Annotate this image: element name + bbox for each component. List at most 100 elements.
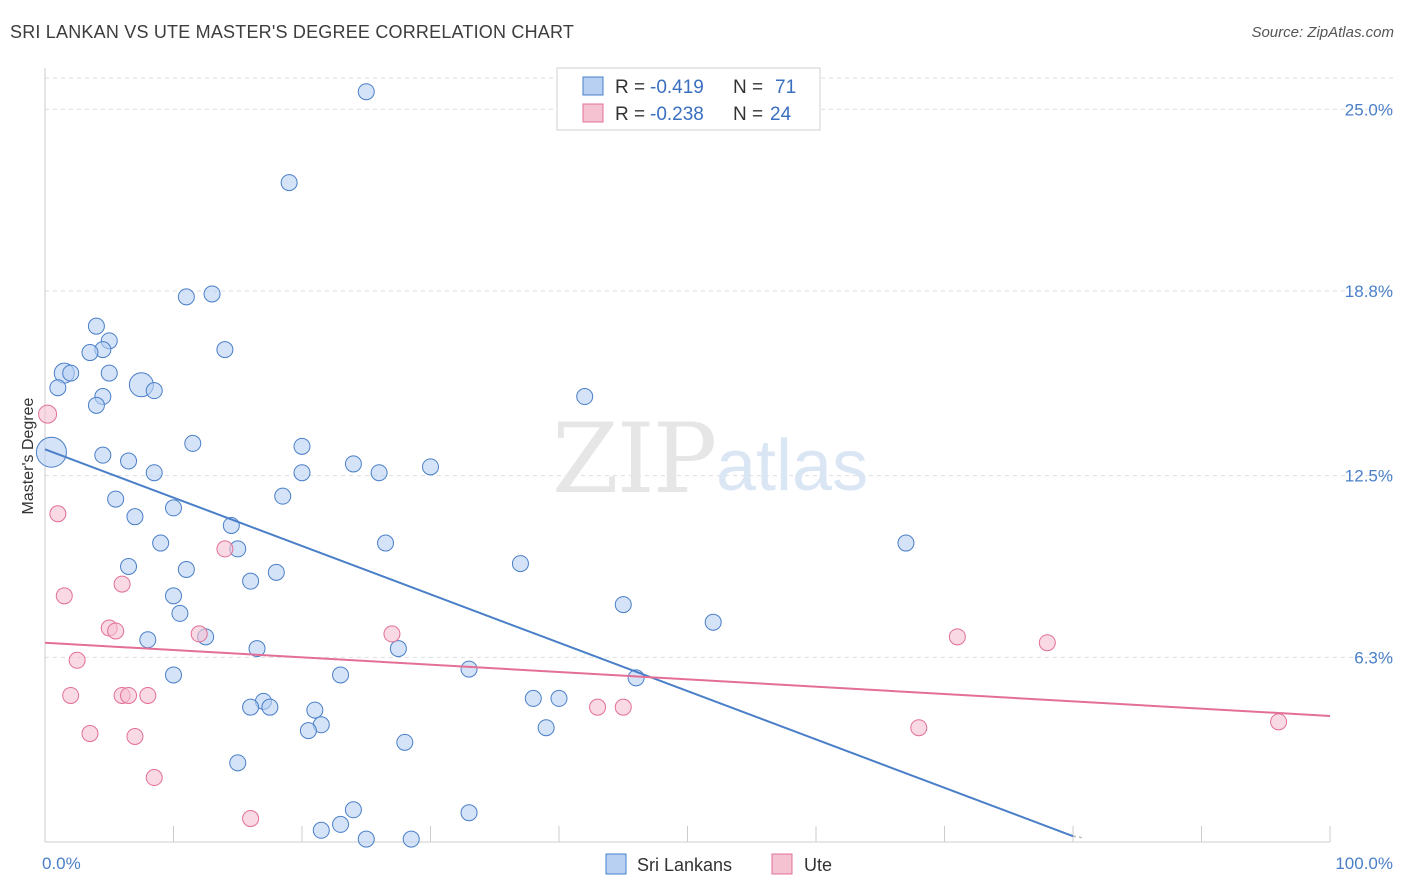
trend-line-ute — [44, 641, 1331, 717]
legend-box: R = -0.419 N = 71 R = -0.238 N = 24 — [556, 67, 821, 131]
point-sri-lankans — [152, 534, 170, 552]
svg-text:ZIP: ZIP — [552, 403, 715, 515]
point-ute — [113, 575, 131, 593]
point-sri-lankans — [897, 534, 915, 552]
point-ute — [145, 769, 163, 787]
point-sri-lankans — [357, 830, 375, 848]
point-sri-lankans — [402, 830, 420, 848]
x-tick-label-min: 0.0% — [42, 854, 81, 873]
legend-n-label-2: N = — [733, 104, 763, 125]
point-ute — [589, 698, 607, 716]
series-ute — [38, 404, 1288, 828]
point-sri-lankans — [614, 596, 632, 614]
point-sri-lankans — [120, 558, 138, 576]
chart-source: Source: ZipAtlas.com — [1251, 24, 1394, 41]
point-sri-lankans — [177, 288, 195, 306]
point-sri-lankans — [274, 487, 292, 505]
point-sri-lankans — [184, 434, 202, 452]
point-sri-lankans — [332, 815, 350, 833]
bottom-legend-sri-lankans: Sri Lankans — [637, 855, 732, 875]
y-tick-label: 6.3% — [1354, 648, 1393, 667]
point-sri-lankans — [704, 613, 722, 631]
point-sri-lankans — [248, 640, 266, 658]
point-sri-lankans — [460, 804, 478, 822]
point-sri-lankans — [396, 733, 414, 751]
point-sri-lankans — [576, 388, 594, 406]
point-ute — [1270, 713, 1288, 731]
point-sri-lankans — [242, 572, 260, 590]
point-sri-lankans — [120, 452, 138, 470]
point-ute — [38, 404, 58, 424]
point-sri-lankans — [267, 563, 285, 581]
point-sri-lankans — [216, 341, 234, 359]
point-sri-lankans — [357, 83, 375, 101]
y-tick-label: 18.8% — [1345, 282, 1393, 301]
point-sri-lankans — [422, 458, 439, 476]
point-sri-lankans — [145, 382, 163, 400]
point-sri-lankans — [107, 490, 125, 508]
grid-lines — [45, 77, 1395, 658]
svg-text:atlas: atlas — [716, 426, 868, 506]
point-ute — [49, 505, 67, 523]
point-ute — [1038, 634, 1056, 652]
point-ute — [216, 540, 234, 558]
legend-r-value-1: -0.419 — [650, 77, 704, 98]
legend-n-value-1: 71 — [775, 77, 796, 98]
y-tick-label: 12.5% — [1345, 467, 1393, 486]
point-sri-lankans — [293, 437, 311, 455]
point-sri-lankans — [344, 455, 362, 473]
bottom-legend: Sri Lankans Ute — [605, 853, 832, 875]
point-sri-lankans — [94, 446, 112, 464]
legend-r-label-2: R = — [615, 104, 645, 125]
point-sri-lankans — [145, 464, 163, 482]
point-sri-lankans — [306, 701, 324, 719]
point-ute — [68, 651, 86, 669]
point-sri-lankans — [49, 379, 67, 397]
point-ute — [126, 727, 144, 745]
point-sri-lankans — [177, 560, 195, 578]
point-ute — [910, 719, 928, 737]
point-sri-lankans — [139, 631, 157, 649]
point-sri-lankans — [511, 555, 529, 573]
legend-n-label-1: N = — [733, 77, 763, 98]
point-ute — [948, 628, 966, 646]
point-sri-lankans — [100, 364, 118, 382]
point-sri-lankans — [550, 689, 568, 707]
x-tick-label-max: 100.0% — [1335, 854, 1393, 873]
bottom-legend-swatch-pink — [771, 853, 793, 875]
point-sri-lankans — [377, 534, 395, 552]
y-tick-labels: 25.0% 18.8% 12.5% 6.3% — [1345, 100, 1393, 667]
legend-swatch-blue — [582, 76, 604, 96]
point-ute — [139, 686, 157, 704]
point-sri-lankans — [165, 587, 182, 605]
point-sri-lankans — [293, 464, 311, 482]
point-sri-lankans — [229, 754, 247, 772]
x-tick-labels: 0.0% 100.0% — [42, 854, 1393, 873]
watermark: ZIP atlas — [552, 403, 868, 515]
point-ute — [55, 587, 73, 605]
point-sri-lankans — [126, 508, 144, 526]
point-sri-lankans — [87, 317, 105, 335]
trend-lines — [44, 448, 1331, 839]
y-axis-title: Master's Degree — [20, 397, 37, 514]
point-sri-lankans — [460, 660, 478, 678]
point-ute — [62, 686, 80, 704]
point-ute — [107, 622, 125, 640]
bottom-legend-ute: Ute — [804, 855, 832, 875]
point-ute — [383, 625, 401, 643]
point-ute — [81, 725, 99, 743]
point-sri-lankans — [261, 698, 279, 716]
point-sri-lankans — [280, 174, 298, 192]
chart-title: SRI LANKAN VS UTE MASTER'S DEGREE CORREL… — [10, 22, 575, 42]
point-sri-lankans — [524, 689, 542, 707]
legend-r-label-1: R = — [615, 77, 645, 98]
point-ute — [190, 625, 208, 643]
point-sri-lankans — [81, 344, 99, 362]
legend-swatch-pink — [582, 103, 604, 123]
series-sri-lankans — [35, 83, 915, 848]
point-sri-lankans — [165, 666, 182, 684]
point-ute — [614, 698, 632, 716]
point-sri-lankans — [242, 698, 260, 716]
legend-n-value-2: 24 — [770, 104, 792, 125]
